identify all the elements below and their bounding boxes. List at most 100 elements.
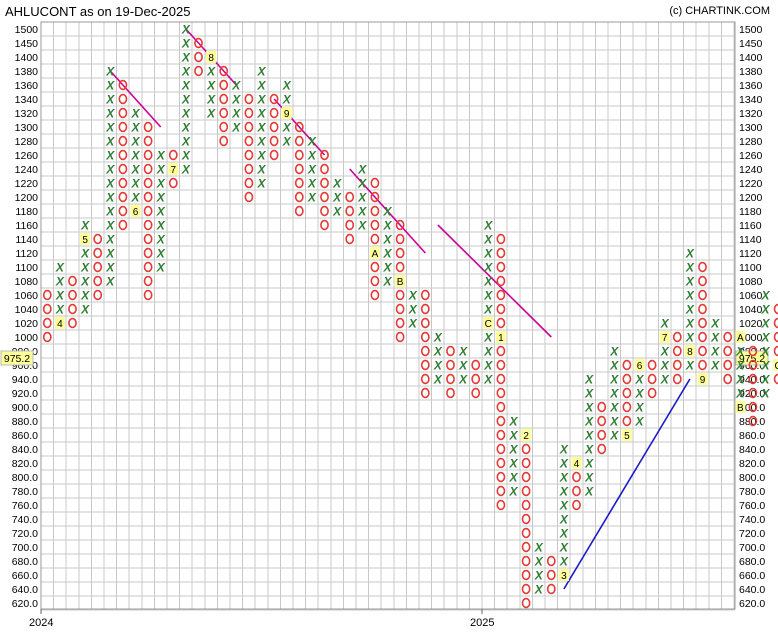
x-box: X <box>559 457 569 471</box>
x-box: X <box>559 443 569 457</box>
o-box <box>446 373 455 385</box>
o-box <box>698 261 707 273</box>
o-box <box>143 289 153 301</box>
x-box: X <box>105 135 115 149</box>
x-box: X <box>80 247 90 261</box>
o-box <box>294 191 304 203</box>
y-tick-label-left: 1320 <box>15 108 39 120</box>
y-tick-label-right: 1100 <box>739 262 762 274</box>
x-box: X <box>508 415 518 429</box>
o-box <box>345 233 355 245</box>
o-box <box>597 429 607 441</box>
x-box: X <box>534 541 544 555</box>
y-tick-label-right: 720.0 <box>739 528 765 540</box>
y-tick-label-left: 940.0 <box>12 374 38 386</box>
x-box: X <box>181 93 191 107</box>
o-box <box>471 387 481 399</box>
month-label-box <box>735 331 746 343</box>
chart-credit: (c) CHARTINK.COM <box>669 5 770 17</box>
o-box <box>446 359 455 371</box>
o-box <box>748 373 758 385</box>
x-box: X <box>231 107 241 121</box>
y-tick-label-right: 1220 <box>739 178 763 190</box>
o-box <box>521 569 531 581</box>
x-box: X <box>80 289 90 303</box>
x-box: X <box>307 149 317 163</box>
x-box: X <box>332 191 342 205</box>
current-price-label: 975.2 <box>4 353 30 365</box>
x-box: X <box>307 135 317 149</box>
x-box: X <box>609 429 619 443</box>
x-box: X <box>609 415 619 429</box>
y-tick-label-left: 920.0 <box>12 388 38 400</box>
x-box: X <box>105 205 115 219</box>
o-box <box>698 345 707 357</box>
y-tick-label-right: 1040 <box>739 304 763 316</box>
o-box <box>118 135 128 147</box>
o-box <box>420 289 430 301</box>
o-box <box>748 401 758 413</box>
y-tick-label-right: 680.0 <box>739 556 765 568</box>
y-tick-label-left: 860.0 <box>12 430 38 442</box>
o-box <box>345 191 355 203</box>
o-box <box>395 331 405 343</box>
o-box <box>521 527 531 539</box>
o-box <box>118 79 128 91</box>
x-box: X <box>685 261 695 275</box>
x-box: X <box>156 163 166 177</box>
month-label: 2 <box>523 431 529 442</box>
o-box <box>269 121 279 133</box>
o-box <box>572 499 581 511</box>
x-box: X <box>282 135 292 149</box>
month-label-box <box>80 233 91 245</box>
x-box: X <box>181 37 191 51</box>
month-label-box <box>281 107 292 119</box>
x-box: X <box>408 317 418 331</box>
o-box <box>294 163 304 175</box>
x-box: X <box>483 261 493 275</box>
o-box <box>269 93 279 105</box>
x-box: X <box>256 177 266 191</box>
x-box: X <box>710 345 720 359</box>
x-box: X <box>130 107 140 121</box>
y-tick-label-left: 1240 <box>15 164 39 176</box>
o-box <box>68 289 77 301</box>
month-label-box <box>634 359 645 371</box>
o-box <box>496 359 506 371</box>
x-box: X <box>584 457 594 471</box>
o-box <box>370 275 380 287</box>
y-tick-label-left: 1500 <box>15 24 39 36</box>
month-label: 9 <box>700 375 706 386</box>
y-tick-label-right: 1140 <box>739 234 762 246</box>
o-box <box>370 177 380 189</box>
o-box <box>748 387 758 399</box>
month-label: A <box>737 333 744 344</box>
y-tick-label-left: 880.0 <box>12 416 38 428</box>
x-box: X <box>105 191 115 205</box>
o-box <box>698 275 707 287</box>
y-tick-label-right: 1080 <box>739 276 763 288</box>
o-box <box>93 289 103 301</box>
x-box: X <box>433 373 443 387</box>
o-box <box>698 331 707 343</box>
x-box: X <box>559 555 569 569</box>
o-box <box>748 359 758 371</box>
x-box: X <box>181 65 191 79</box>
o-box <box>93 233 103 245</box>
o-box <box>118 93 128 105</box>
x-box: X <box>760 317 770 331</box>
month-label: 4 <box>57 319 63 330</box>
y-tick-label-right: 1320 <box>739 108 763 120</box>
o-box <box>244 107 254 119</box>
o-box <box>219 135 229 147</box>
y-tick-label-left: 800.0 <box>12 472 38 484</box>
x-box: X <box>105 65 115 79</box>
o-box <box>420 331 430 343</box>
x-box: X <box>584 401 594 415</box>
x-box: X <box>483 359 493 373</box>
o-box <box>219 79 229 91</box>
o-box <box>42 331 52 343</box>
x-box: X <box>483 247 493 261</box>
x-box: X <box>206 65 216 79</box>
